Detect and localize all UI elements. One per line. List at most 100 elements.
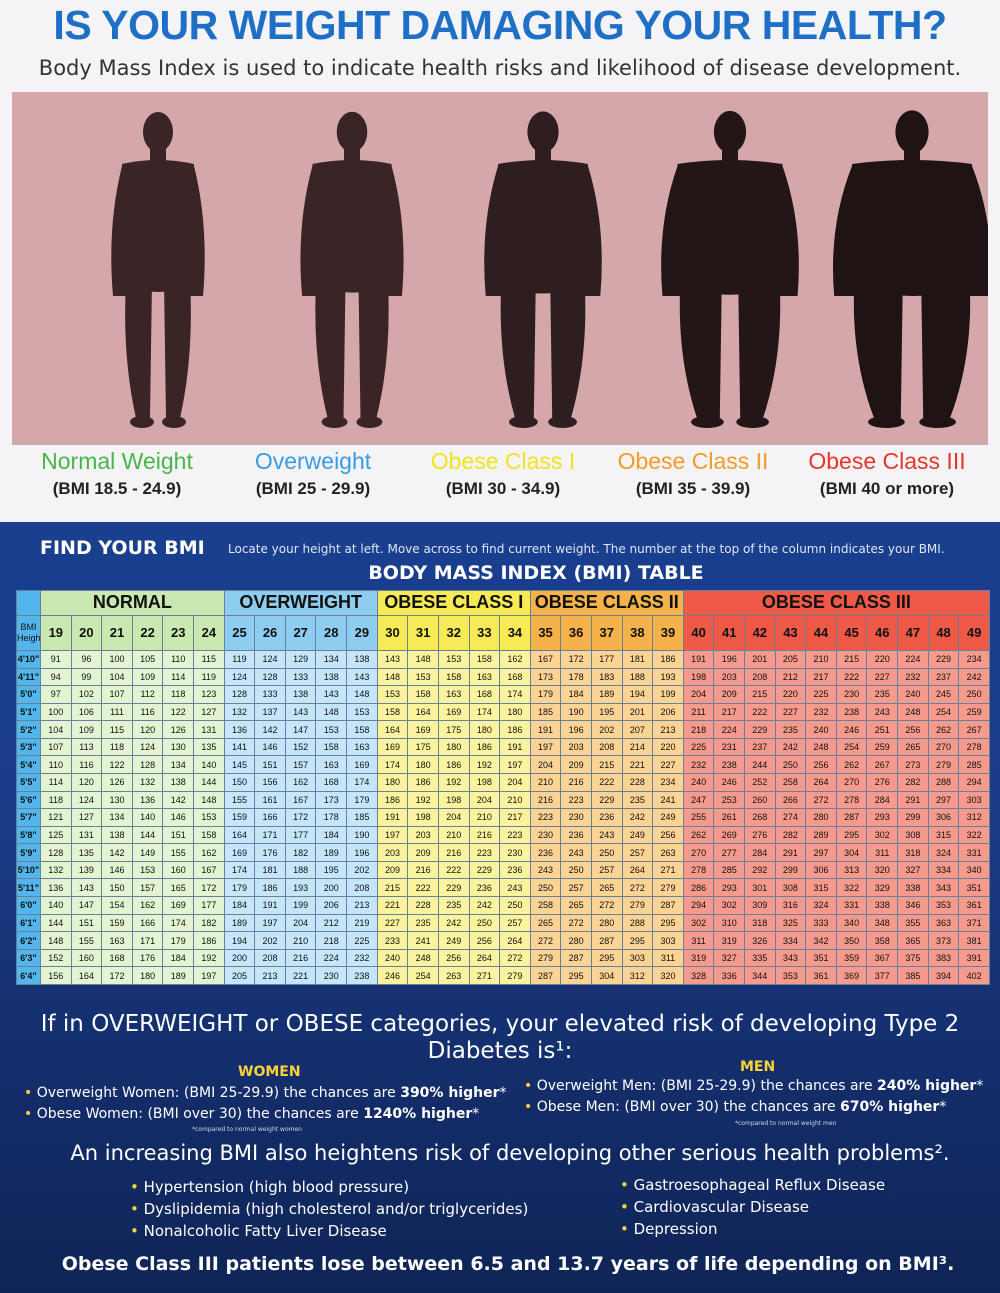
- weight-cell: 227: [652, 755, 684, 775]
- body-silhouette-4: [642, 106, 818, 436]
- risk-asterisk: *: [499, 1085, 507, 1101]
- bmi-value-header: 33: [468, 614, 501, 651]
- weight-cell: 138: [284, 685, 317, 704]
- weight-cell: 148: [407, 649, 439, 669]
- category-label-1: Normal Weight (BMI 18.5 - 24.9): [22, 448, 212, 499]
- weight-cell: 131: [193, 720, 225, 739]
- weight-cell: 270: [682, 843, 715, 862]
- weight-cell: 227: [376, 913, 409, 933]
- weight-cell: 204: [682, 685, 715, 704]
- weight-cell: 128: [40, 843, 72, 862]
- weight-cell: 276: [866, 773, 899, 792]
- weight-cell: 177: [193, 896, 225, 915]
- weight-cell: 285: [958, 755, 990, 775]
- weight-cell: 205: [774, 649, 807, 669]
- weight-cell: 177: [590, 649, 623, 669]
- weight-cell: 220: [774, 685, 807, 704]
- weight-cell: 138: [315, 667, 348, 687]
- weight-cell: 229: [927, 649, 960, 669]
- weight-cell: 311: [682, 931, 715, 950]
- weight-cell: 221: [621, 755, 654, 775]
- weight-cell: 140: [40, 896, 72, 915]
- weight-cell: 114: [162, 667, 195, 687]
- weight-cell: 291: [897, 790, 929, 810]
- weight-cell: 165: [162, 878, 195, 898]
- weight-cell: 120: [131, 720, 164, 739]
- weight-cell: 136: [131, 790, 164, 810]
- height-cell: 5'5": [16, 773, 41, 792]
- weight-cell: 148: [376, 667, 409, 687]
- weight-cell: 109: [131, 667, 164, 687]
- weight-cell: 156: [40, 966, 72, 985]
- weight-cell: 186: [254, 878, 286, 898]
- risk-text: Overweight Men: (BMI 25-29.9) the chance…: [536, 1078, 878, 1094]
- height-cell: 4'11": [16, 667, 41, 687]
- height-cell: 5'9": [16, 843, 41, 862]
- weight-cell: 235: [407, 913, 439, 933]
- weight-cell: 151: [254, 755, 286, 775]
- weight-cell: 209: [713, 685, 746, 704]
- weight-cell: 123: [193, 685, 225, 704]
- weight-cell: 172: [193, 878, 225, 898]
- weight-cell: 203: [560, 737, 592, 757]
- weight-cell: 264: [468, 948, 501, 968]
- weight-cell: 320: [866, 860, 899, 880]
- category-label-4: Obese Class II (BMI 35 - 39.9): [598, 448, 788, 499]
- weight-cell: 197: [254, 913, 286, 933]
- weight-cell: 278: [682, 860, 715, 880]
- weight-cell: 124: [223, 667, 256, 687]
- bmi-band-header: OBESE CLASS III: [682, 590, 991, 616]
- weight-cell: 316: [774, 896, 807, 915]
- weight-cell: 186: [468, 737, 501, 757]
- bmi-value-header: 28: [315, 614, 348, 651]
- weight-cell: 373: [927, 931, 960, 950]
- weight-cell: 189: [315, 843, 348, 862]
- weight-cell: 265: [529, 913, 562, 933]
- weight-cell: 152: [40, 948, 72, 968]
- weight-cell: 331: [835, 896, 868, 915]
- weight-cell: 191: [254, 896, 286, 915]
- weight-cell: 169: [223, 843, 256, 862]
- weight-cell: 150: [223, 773, 256, 792]
- weight-cell: 232: [805, 702, 837, 722]
- weight-cell: 203: [376, 843, 409, 862]
- weight-cell: 245: [927, 685, 960, 704]
- weight-cell: 304: [590, 966, 623, 985]
- weight-cell: 327: [897, 860, 929, 880]
- weight-cell: 210: [499, 790, 531, 810]
- weight-cell: 179: [346, 790, 378, 810]
- weight-cell: 238: [346, 966, 378, 985]
- weight-cell: 361: [958, 896, 990, 915]
- weight-cell: 175: [437, 720, 470, 739]
- bmi-label: BMI: [20, 621, 37, 632]
- bmi-height-corner: BMI Height: [16, 614, 41, 651]
- weight-cell: 186: [376, 790, 409, 810]
- weight-cell: 181: [254, 860, 286, 880]
- weight-cell: 107: [101, 685, 133, 704]
- weight-cell: 186: [193, 931, 225, 950]
- bmi-value-header: 38: [621, 614, 654, 651]
- bullet-icon: •: [620, 1220, 634, 1238]
- weight-cell: 243: [560, 843, 592, 862]
- weight-cell: 210: [468, 808, 501, 827]
- weight-cell: 232: [682, 755, 715, 775]
- weight-cell: 216: [468, 825, 501, 845]
- weight-cell: 302: [866, 825, 899, 845]
- weight-cell: 348: [866, 913, 899, 933]
- weight-cell: 186: [437, 755, 470, 775]
- weight-cell: 353: [774, 966, 807, 985]
- weight-cell: 146: [162, 808, 195, 827]
- weight-cell: 116: [70, 755, 103, 775]
- weight-cell: 169: [162, 896, 195, 915]
- weight-cell: 115: [101, 720, 133, 739]
- weight-cell: 216: [560, 773, 592, 792]
- bmi-value-header: 26: [254, 614, 286, 651]
- weight-cell: 301: [744, 878, 776, 898]
- weight-cell: 99: [70, 667, 103, 687]
- weight-cell: 130: [101, 790, 133, 810]
- risk-asterisk: *: [939, 1099, 947, 1115]
- women-footnote: *compared to normal weight women: [192, 1126, 302, 1133]
- height-cell: 5'2": [16, 720, 41, 739]
- weight-cell: 254: [835, 737, 868, 757]
- weight-cell: 340: [958, 860, 990, 880]
